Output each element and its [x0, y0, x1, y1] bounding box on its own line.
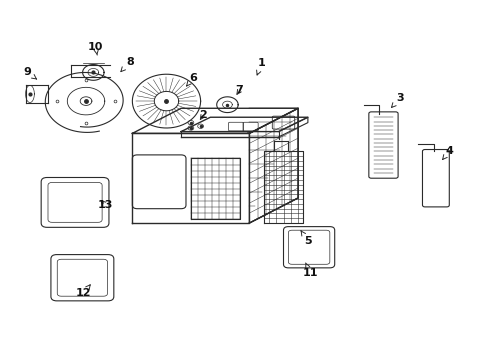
Text: 11: 11 [302, 263, 317, 278]
Text: 3: 3 [391, 93, 404, 108]
Text: 5: 5 [300, 231, 311, 246]
Text: 12: 12 [76, 285, 91, 298]
Text: 13: 13 [98, 200, 113, 210]
Text: 1: 1 [256, 58, 265, 75]
Text: 4: 4 [442, 146, 452, 159]
Text: 6: 6 [186, 73, 197, 86]
Text: 8: 8 [121, 57, 134, 72]
Text: 7: 7 [235, 85, 243, 95]
Text: 2: 2 [199, 111, 206, 121]
Text: 10: 10 [88, 42, 103, 55]
Text: 9: 9 [23, 67, 37, 79]
